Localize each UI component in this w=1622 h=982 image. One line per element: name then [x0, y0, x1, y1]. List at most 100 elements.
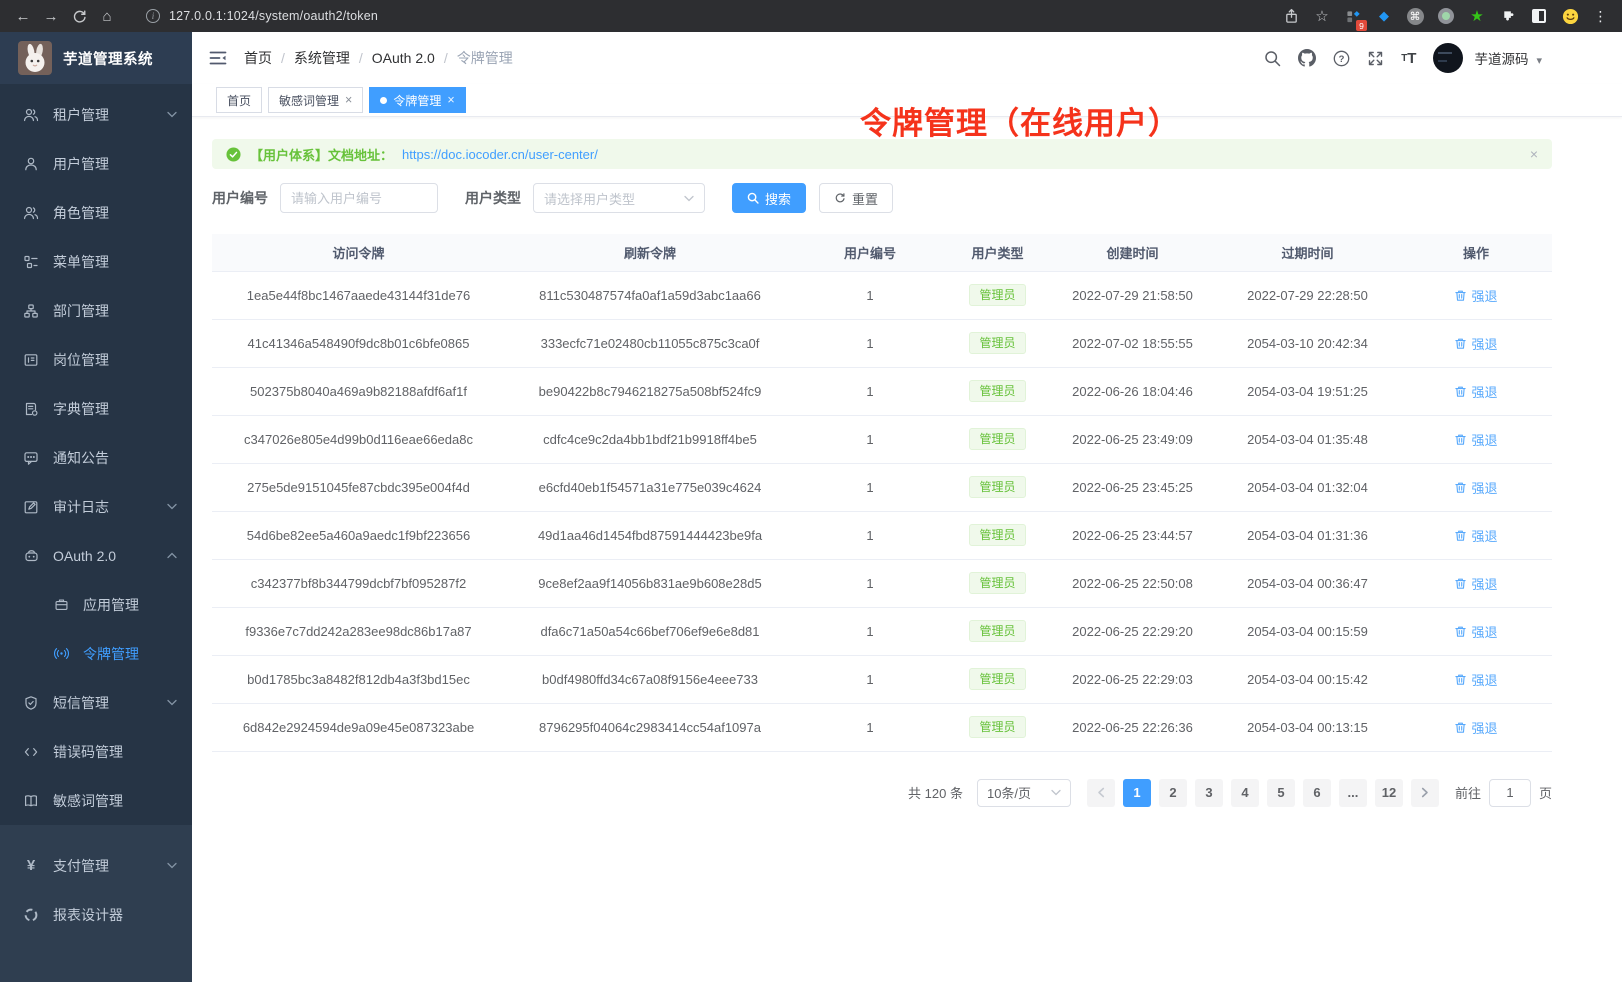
sidebar-item-role[interactable]: 角色管理 [0, 188, 192, 237]
search-icon [747, 192, 759, 204]
user-id-cell: 1 [795, 655, 945, 704]
profile-emoji-icon[interactable] [1561, 5, 1579, 27]
sidebar-item-pay[interactable]: ¥ 支付管理 [0, 841, 192, 890]
table-row: c342377bf8b344799dcbf7bf095287f2 9ce8ef2… [212, 559, 1552, 608]
tags-view: 首页 敏感词管理 × 令牌管理 × [192, 84, 1622, 117]
sidebar-item-tenant[interactable]: 租户管理 [0, 90, 192, 139]
menu-fold-icon[interactable] [209, 50, 227, 66]
force-logout-button[interactable]: 强退 [1454, 430, 1498, 449]
next-page-button[interactable] [1410, 778, 1439, 807]
site-info-icon[interactable]: i [146, 9, 160, 23]
pager-page[interactable]: 4 [1230, 778, 1259, 807]
tab-token[interactable]: 令牌管理 × [369, 87, 466, 113]
pager-page[interactable]: 12 [1374, 778, 1403, 807]
doc-link[interactable]: https://doc.iocoder.cn/user-center/ [402, 146, 598, 162]
puzzle-icon[interactable] [1499, 5, 1517, 27]
sidebar-item-sensitive-word[interactable]: 敏感词管理 [0, 776, 192, 825]
user-id-input[interactable] [280, 183, 438, 213]
sidebar-item-error-code[interactable]: 错误码管理 [0, 727, 192, 776]
force-logout-button[interactable]: 强退 [1454, 334, 1498, 353]
search-button[interactable]: 搜索 [732, 183, 807, 213]
username[interactable]: 芋道源码 [1474, 52, 1529, 67]
force-logout-button[interactable]: 强退 [1454, 718, 1498, 737]
sidebar-item-oauth-token[interactable]: 令牌管理 [0, 629, 192, 678]
user-type-cell: 管理员 [945, 607, 1050, 656]
breadcrumb-oauth[interactable]: OAuth 2.0 [371, 50, 435, 66]
sidebar-item-report-designer[interactable]: 报表设计器 [0, 890, 192, 939]
sidebar-item-menu[interactable]: 菜单管理 [0, 237, 192, 286]
breadcrumb-home[interactable]: 首页 [244, 50, 272, 66]
expire-time-cell: 2054-03-04 01:32:04 [1215, 463, 1400, 512]
search-icon[interactable] [1264, 50, 1281, 67]
sidebar-item-oauth[interactable]: OAuth 2.0 [0, 531, 192, 580]
force-logout-button[interactable]: 强退 [1454, 670, 1498, 689]
briefcase-icon [52, 597, 70, 612]
sidebar-item-notice[interactable]: 通知公告 [0, 433, 192, 482]
avatar[interactable] [1433, 43, 1464, 73]
table-row: 6d842e2924594de9a09e45e087323abe 8796295… [212, 703, 1552, 752]
chevron-down-icon [167, 699, 177, 706]
app-logo[interactable]: 芋道管理系统 [0, 32, 192, 84]
pager-page[interactable]: 1 [1122, 778, 1151, 807]
user-type-cell: 管理员 [945, 511, 1050, 560]
extension-badge-icon[interactable]: 9 [1344, 5, 1367, 31]
force-logout-button[interactable]: 强退 [1454, 286, 1498, 305]
page-size-select[interactable]: 10条/页 [976, 778, 1071, 807]
page-content: 【用户体系】文档地址： https://doc.iocoder.cn/user-… [192, 117, 1622, 807]
tab-home[interactable]: 首页 [216, 87, 263, 113]
sidebar-item-dept[interactable]: 部门管理 [0, 286, 192, 335]
reader-mode-icon[interactable] [1530, 5, 1548, 27]
table-row: b0d1785bc3a8482f812db4a3f3bd15ec b0df498… [212, 655, 1552, 704]
action-cell: 强退 [1400, 319, 1552, 368]
badge-icon [22, 352, 40, 368]
browser-menu-icon[interactable]: ⋮ [1593, 7, 1609, 24]
browser-reload-icon[interactable] [68, 5, 90, 27]
pager-ellipsis[interactable]: ... [1338, 778, 1367, 807]
browser-home-icon[interactable]: ⌂ [102, 7, 112, 25]
sidebar-item-user[interactable]: 用户管理 [0, 139, 192, 188]
share-icon[interactable] [1282, 5, 1300, 27]
sidebar-item-post[interactable]: 岗位管理 [0, 335, 192, 384]
github-icon[interactable] [1298, 49, 1317, 67]
breadcrumb-system[interactable]: 系统管理 [293, 50, 350, 66]
force-logout-button[interactable]: 强退 [1454, 526, 1498, 545]
goto-page-input[interactable] [1488, 778, 1531, 807]
chevron-up-icon [167, 552, 177, 559]
pager-page[interactable]: 3 [1194, 778, 1223, 807]
pager-page[interactable]: 5 [1266, 778, 1295, 807]
force-logout-button[interactable]: 强退 [1454, 382, 1498, 401]
close-icon[interactable]: × [447, 92, 455, 107]
pager-page[interactable]: 2 [1158, 778, 1187, 807]
sidebar-item-oauth-app[interactable]: 应用管理 [0, 580, 192, 629]
user-id-cell: 1 [795, 463, 945, 512]
sidebar-item-sms[interactable]: 短信管理 [0, 678, 192, 727]
pager-page[interactable]: 6 [1302, 778, 1331, 807]
force-logout-button[interactable]: 强退 [1454, 574, 1498, 593]
browser-back-icon[interactable]: ← [15, 7, 31, 25]
green-star-icon[interactable]: ★ [1470, 8, 1484, 25]
prev-page-button[interactable] [1086, 778, 1115, 807]
alert-close-icon[interactable]: × [1529, 146, 1538, 162]
user-type-select[interactable]: 请选择用户类型 [533, 183, 705, 213]
close-icon[interactable]: × [345, 92, 353, 107]
command-icon[interactable]: ⌘ [1406, 5, 1424, 27]
help-icon[interactable]: ? [1333, 50, 1350, 67]
user-type-badge: 管理员 [969, 667, 1026, 691]
gem-icon[interactable]: ◆ [1379, 8, 1389, 23]
bookmark-star-icon[interactable]: ☆ [1315, 8, 1329, 25]
fullscreen-icon[interactable] [1367, 50, 1384, 67]
force-logout-button[interactable]: 强退 [1454, 622, 1498, 641]
action-cell: 强退 [1400, 559, 1552, 608]
force-logout-button[interactable]: 强退 [1454, 478, 1498, 497]
reset-button[interactable]: 重置 [819, 183, 894, 213]
expire-time-cell: 2054-03-10 20:42:34 [1215, 319, 1400, 368]
sidebar-item-dict[interactable]: 字典管理 [0, 384, 192, 433]
action-cell: 强退 [1400, 367, 1552, 416]
tab-sensitive-word[interactable]: 敏感词管理 × [268, 87, 364, 113]
record-icon[interactable] [1437, 5, 1455, 27]
sidebar-item-audit-log[interactable]: 审计日志 [0, 482, 192, 531]
browser-forward-icon[interactable]: → [43, 7, 59, 25]
address-bar[interactable]: i 127.0.0.1:1024/system/oauth2/token [146, 9, 378, 23]
shield-icon [22, 695, 40, 711]
